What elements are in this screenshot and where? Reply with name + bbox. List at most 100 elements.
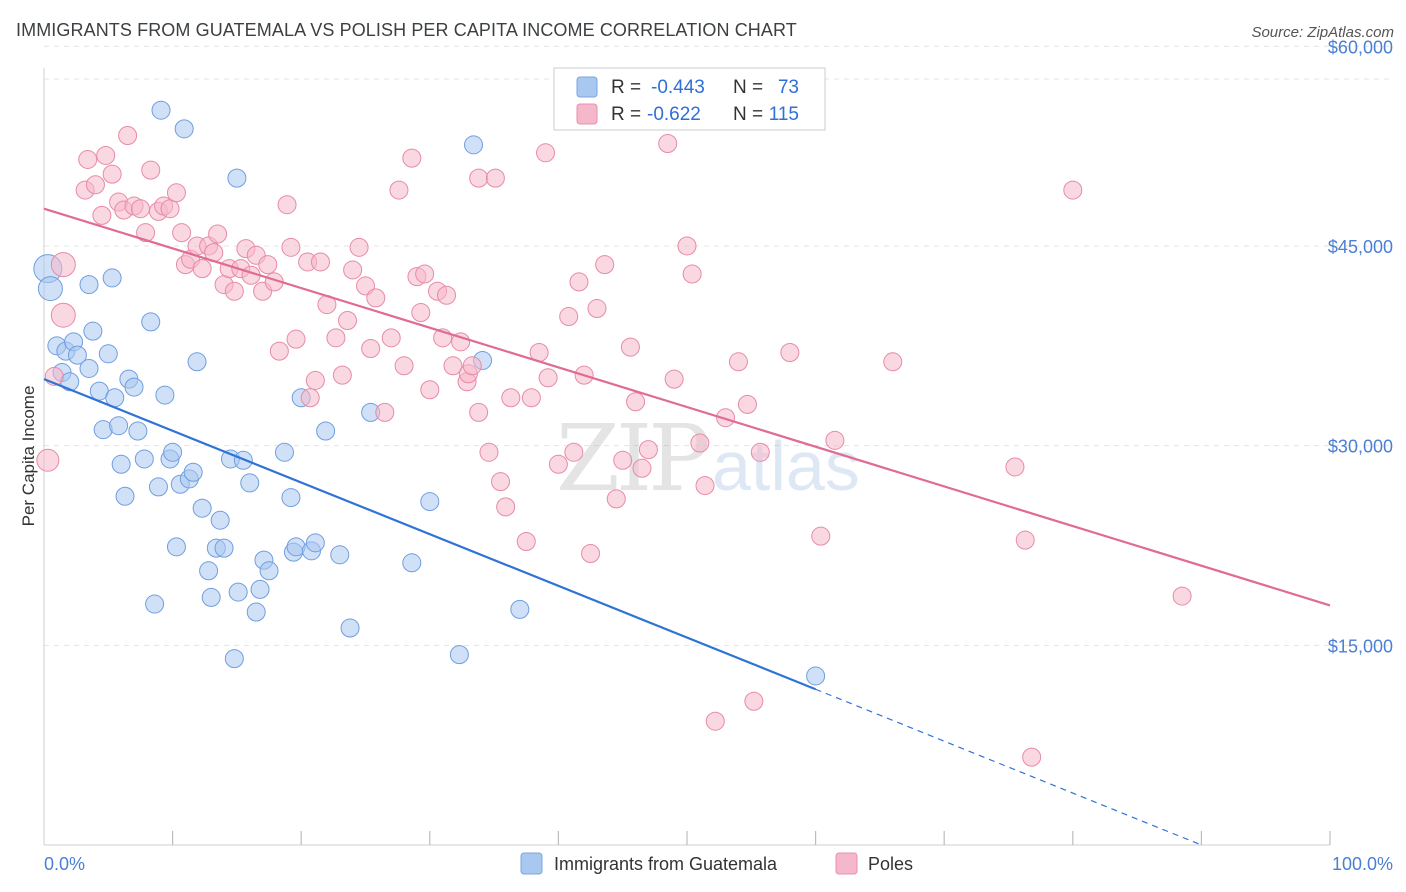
point-poles — [811, 526, 831, 546]
point-poles — [343, 260, 363, 280]
point-poles — [682, 264, 702, 284]
legend-r-value-2: -0.622 — [647, 104, 701, 125]
point-guatemala — [124, 377, 144, 397]
point-poles — [883, 352, 903, 372]
point-guatemala — [174, 119, 194, 139]
point-poles — [728, 352, 748, 372]
point-guatemala — [250, 579, 270, 599]
point-poles — [443, 356, 463, 376]
point-poles — [394, 356, 414, 376]
point-poles — [141, 160, 161, 180]
point-poles — [626, 392, 646, 412]
point-poles — [381, 328, 401, 348]
legend-n-label-1: N = — [733, 77, 763, 98]
point-guatemala — [201, 587, 221, 607]
point-poles — [310, 252, 330, 272]
point-poles — [415, 264, 435, 284]
point-poles — [690, 433, 710, 453]
point-guatemala — [155, 385, 175, 405]
trend-line-poles — [43, 207, 1331, 607]
trend-lines — [43, 207, 1331, 846]
point-guatemala — [128, 421, 148, 441]
point-poles — [750, 442, 770, 462]
point-guatemala — [79, 358, 99, 378]
legend-swatch-poles — [576, 103, 598, 125]
point-poles — [92, 205, 112, 225]
point-poles — [300, 388, 320, 408]
point-poles — [451, 332, 471, 352]
point-poles — [50, 252, 76, 278]
point-guatemala — [192, 498, 212, 518]
legend-r-label-1: R = — [611, 77, 641, 98]
point-poles — [277, 195, 297, 215]
point-guatemala — [449, 645, 469, 665]
svg-text:ZIP: ZIP — [556, 405, 707, 512]
point-guatemala — [281, 488, 301, 508]
point-guatemala — [305, 533, 325, 553]
bottom-legend: Immigrants from Guatemala Poles — [520, 852, 913, 875]
point-poles — [85, 175, 105, 195]
point-poles — [538, 368, 558, 388]
point-guatemala — [79, 275, 99, 295]
legend-r-value-1: -0.443 — [651, 77, 705, 98]
chart-title: IMMIGRANTS FROM GUATEMALA VS POLISH PER … — [16, 20, 797, 40]
legend-box: R = -0.443 N = 73 R = -0.622 N = 115 — [553, 67, 826, 131]
point-poles — [638, 440, 658, 460]
watermark: ZIP atlas — [556, 405, 860, 512]
point-poles — [825, 430, 845, 450]
point-guatemala — [134, 449, 154, 469]
point-poles — [224, 281, 244, 301]
point-guatemala — [151, 100, 171, 120]
point-poles — [332, 365, 352, 385]
point-poles — [160, 199, 180, 219]
point-poles — [1022, 747, 1042, 767]
point-poles — [349, 237, 369, 257]
bottom-legend-swatch-poles — [835, 852, 858, 875]
point-poles — [118, 125, 138, 145]
point-guatemala — [187, 352, 207, 372]
point-poles — [632, 458, 652, 478]
point-poles — [375, 402, 395, 422]
point-poles — [78, 149, 98, 169]
point-poles — [136, 223, 156, 243]
point-poles — [172, 223, 192, 243]
trend-line-guatemala — [43, 378, 817, 691]
point-guatemala — [109, 416, 129, 436]
point-poles — [1015, 530, 1035, 550]
point-poles — [1172, 586, 1192, 606]
point-poles — [208, 224, 228, 244]
legend-swatch-guatemala — [576, 76, 598, 98]
point-poles — [102, 164, 122, 184]
point-poles — [595, 255, 615, 275]
bottom-legend-label-poles: Poles — [868, 854, 913, 874]
y-axis-label: Per Capita Income — [19, 386, 38, 527]
point-poles — [258, 255, 278, 275]
y-axis-tick-labels: $15,000 $30,000 $45,000 $60,000 — [1328, 37, 1393, 656]
point-guatemala — [141, 312, 161, 332]
point-poles — [564, 442, 584, 462]
point-poles — [516, 531, 536, 551]
point-poles — [620, 337, 640, 357]
point-guatemala — [464, 135, 484, 155]
point-poles — [677, 236, 697, 256]
legend-n-label-2: N = — [733, 104, 763, 125]
point-guatemala — [115, 486, 135, 506]
point-poles — [658, 133, 678, 153]
point-guatemala — [330, 545, 350, 565]
point-poles — [1005, 457, 1025, 477]
point-poles — [581, 543, 601, 563]
point-guatemala — [510, 599, 530, 619]
x-tick-label-min: 0.0% — [44, 854, 85, 874]
point-poles — [366, 288, 386, 308]
point-poles — [496, 497, 516, 517]
point-poles — [491, 472, 511, 492]
point-guatemala — [145, 594, 165, 614]
y-tick-label: $15,000 — [1328, 636, 1393, 656]
x-axis-ticks — [172, 831, 1331, 845]
point-guatemala — [259, 561, 279, 581]
point-guatemala — [148, 477, 168, 497]
point-poles — [166, 183, 186, 203]
point-poles — [716, 408, 736, 428]
point-guatemala — [83, 321, 103, 341]
